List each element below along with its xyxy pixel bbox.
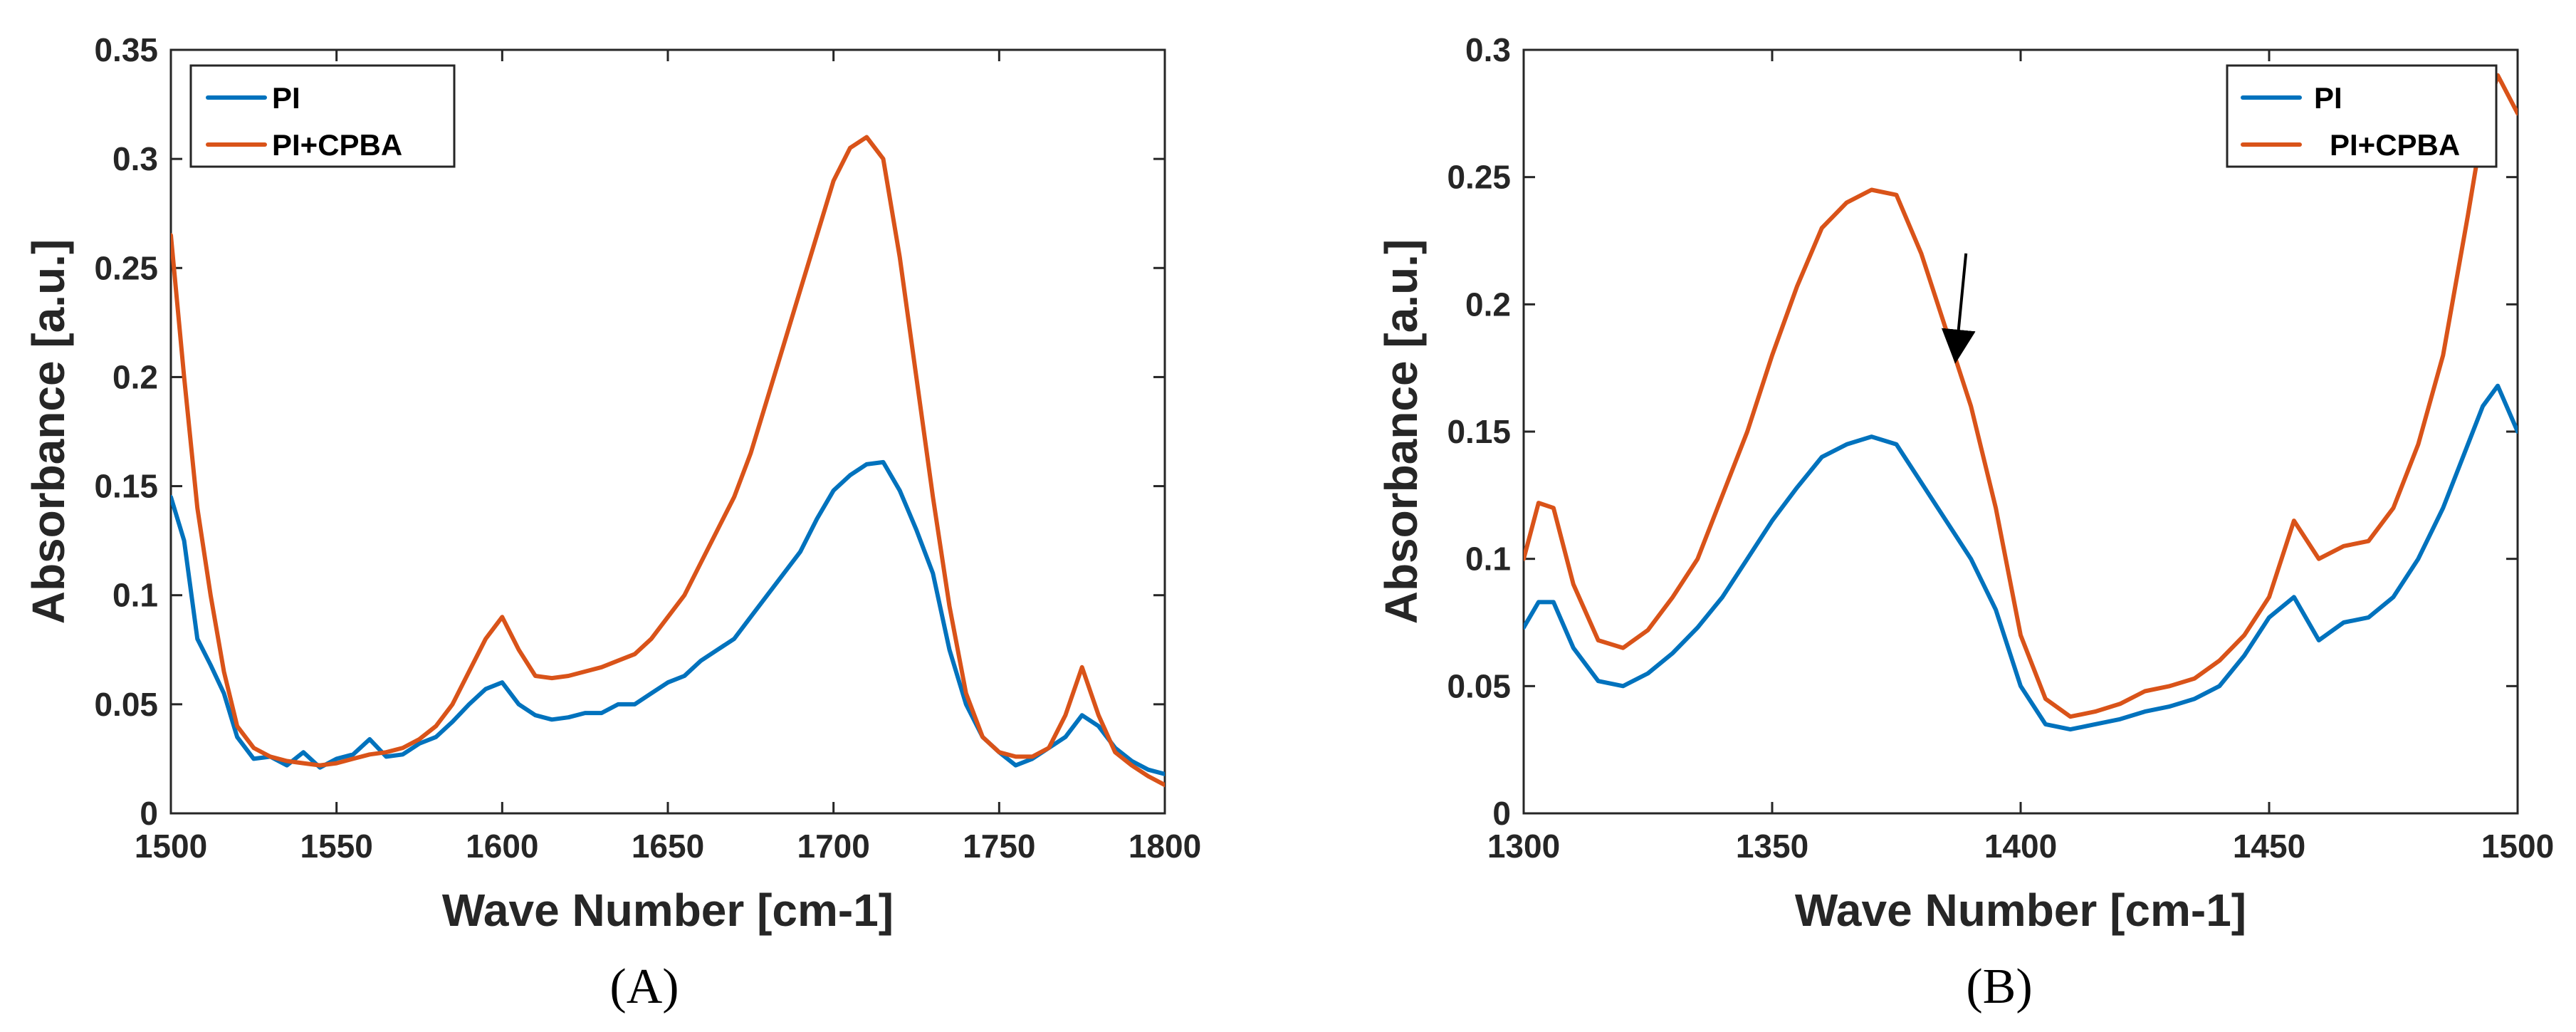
y-tick-label-a-1: 0.05	[94, 686, 158, 723]
panel-label-b-text: (B)	[1966, 959, 2032, 1014]
y-tick-label-a-4: 0.2	[112, 358, 158, 395]
series-line-pi-b	[1524, 383, 2518, 732]
panel-label-a-text: (A)	[609, 959, 679, 1014]
x-tick-label-a-3: 1650	[632, 828, 704, 865]
plot-area-a	[169, 48, 1166, 815]
y-axis-label-a: Absorbance [a.u.]	[23, 239, 74, 625]
x-tick-label-b-2: 1400	[1984, 828, 2057, 865]
y-tick-label-a-5: 0.25	[94, 249, 158, 286]
legend-label-pi-b: PI	[2314, 81, 2342, 115]
y-tick-label-b-6: 0.3	[1465, 31, 1511, 68]
y-tick-label-a-6: 0.3	[112, 140, 158, 177]
panel-label-b: (B)	[1966, 959, 2032, 1014]
legend-b: PI PI+CPBA	[2226, 64, 2498, 168]
x-tick-label-a-5: 1750	[963, 828, 1035, 865]
y-tick-label-b-0: 0	[1492, 795, 1511, 832]
x-tick-label-a-4: 1700	[797, 828, 869, 865]
x-tick-label-a-0: 1500	[135, 828, 207, 865]
x-tick-label-b-3: 1450	[2233, 828, 2305, 865]
legend-a: PI PI+CPBA	[189, 64, 456, 168]
x-tick-label-a-6: 1800	[1129, 828, 1201, 865]
annotation-arrow	[1941, 253, 1976, 364]
y-tick-label-b-4: 0.2	[1465, 286, 1511, 323]
legend-box-a	[189, 64, 456, 168]
y-ticks-b: 0 0.05 0.1 0.15 0.2 0.25 0.3	[1447, 31, 2518, 832]
series-group-a	[171, 135, 1165, 788]
x-tick-label-b-0: 1300	[1487, 828, 1560, 865]
y-ticks-a: 0 0.05 0.1 0.15 0.2 0.25 0.3 0.35	[94, 31, 1165, 832]
series-line-picpba-b	[1524, 73, 2518, 719]
y-tick-label-a-3: 0.15	[94, 468, 158, 505]
x-ticks-b: 1300 1350 1400 1450 1500	[1487, 50, 2554, 865]
y-tick-label-b-1: 0.05	[1447, 667, 1511, 704]
x-axis-label-b: Wave Number [cm-1]	[1795, 885, 2246, 936]
legend-box-b	[2226, 64, 2498, 168]
y-tick-label-b-2: 0.1	[1465, 541, 1511, 578]
legend-label-picpba-a: PI+CPBA	[272, 128, 402, 162]
y-tick-label-b-3: 0.15	[1447, 413, 1511, 450]
y-tick-label-a-2: 0.1	[112, 577, 158, 614]
series-line-picpba-a	[171, 135, 1165, 788]
chart-panel-a: 1500 1550 1600 1650 1700 1750 1800 0 0.05 0.1 0.1…	[23, 31, 1201, 1014]
panel-label-a: (A)	[609, 959, 679, 1014]
series-group-b	[1524, 73, 2518, 732]
x-ticks-a: 1500 1550 1600 1650 1700 1750 1800	[135, 50, 1201, 865]
x-axis-label-a: Wave Number [cm-1]	[442, 885, 894, 936]
y-tick-label-a-0: 0	[140, 795, 158, 832]
y-axis-label-b: Absorbance [a.u.]	[1376, 239, 1427, 625]
y-tick-label-b-5: 0.25	[1447, 159, 1511, 196]
legend-label-picpba-b: PI+CPBA	[2330, 128, 2460, 162]
x-tick-label-a-2: 1600	[466, 828, 538, 865]
chart-panel-b: 1300 1350 1400 1450 1500 0 0.05 0.1 0.15 0.2 0.25…	[1376, 31, 2554, 1014]
x-tick-label-b-4: 1500	[2481, 828, 2554, 865]
legend-label-pi-a: PI	[272, 81, 300, 115]
x-tick-label-a-1: 1550	[300, 828, 372, 865]
y-tick-label-a-7: 0.35	[94, 31, 158, 68]
x-tick-label-b-1: 1350	[1736, 828, 1808, 865]
